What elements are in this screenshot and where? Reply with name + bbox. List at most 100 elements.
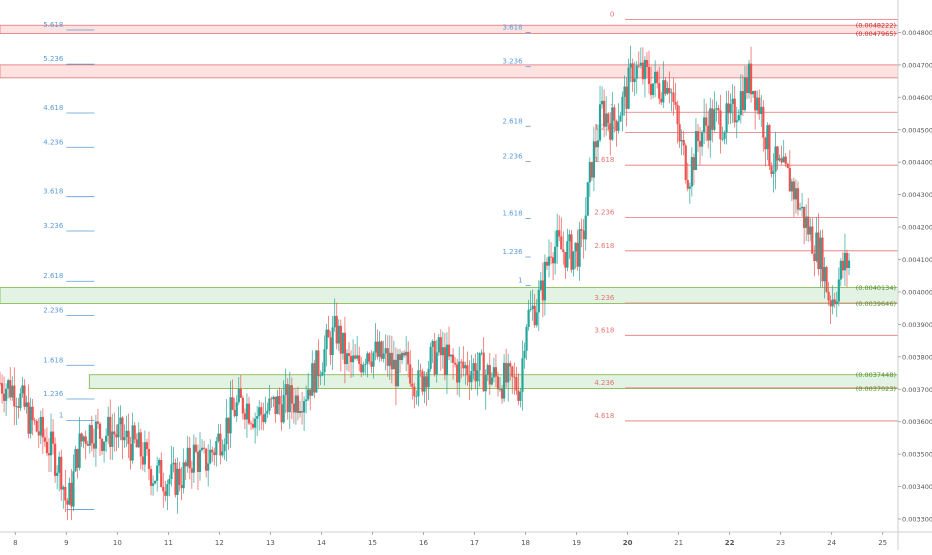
candle-body — [168, 479, 171, 485]
candle-body — [421, 371, 424, 392]
candle-body — [478, 352, 481, 371]
candle-body — [762, 106, 765, 138]
candle-body — [131, 425, 134, 461]
candle-body — [841, 260, 844, 271]
candle-body — [249, 423, 253, 425]
candle-body — [713, 109, 716, 130]
candle-body — [403, 352, 406, 356]
fib-left-level-label: 4.236 — [43, 138, 64, 146]
candle-body — [166, 484, 169, 496]
candle-body — [623, 86, 626, 97]
candle-body — [333, 315, 336, 328]
candle-body — [0, 382, 2, 384]
candle-body — [474, 363, 477, 382]
candle-body — [341, 332, 344, 354]
candle-body — [374, 341, 377, 353]
candle-body — [349, 356, 353, 363]
candle-body — [588, 162, 591, 183]
candle-body — [151, 483, 155, 486]
candle-body — [721, 139, 724, 140]
candle-body — [284, 384, 287, 396]
candle-body — [84, 436, 87, 444]
candle-body — [27, 402, 30, 434]
fib-left-level-label: 2.236 — [43, 306, 64, 314]
x-tick-label: 10 — [113, 539, 122, 547]
candle-body — [580, 229, 583, 231]
candle-body — [188, 447, 191, 469]
x-tick-label: 21 — [674, 539, 683, 547]
candle-body — [429, 346, 432, 369]
candle-body — [592, 141, 596, 178]
candle-body — [74, 449, 77, 472]
fib-left-level-label: 5.618 — [43, 21, 63, 29]
candle-body — [680, 140, 683, 142]
candle-body — [676, 104, 679, 125]
fib-left-level-label: 1.618 — [43, 356, 63, 364]
candle-body — [668, 87, 671, 93]
candle-body — [590, 162, 593, 178]
candle-body — [325, 329, 328, 350]
candle-body — [733, 98, 736, 123]
candle-body — [821, 237, 824, 282]
candle-body — [121, 417, 124, 441]
candle-body — [819, 237, 822, 270]
candle-body — [558, 230, 561, 237]
candle-body — [651, 83, 655, 96]
candle-body — [578, 229, 581, 267]
candle-body — [803, 206, 806, 228]
candle-body — [72, 471, 75, 507]
candle-body — [617, 121, 620, 131]
candle-body — [725, 103, 728, 133]
candle-body — [296, 395, 300, 413]
candle-body — [94, 421, 98, 449]
candle-body — [241, 397, 244, 414]
candle-body — [417, 370, 420, 397]
candle-body — [547, 256, 551, 266]
candle-body — [105, 435, 108, 442]
candle-body — [239, 388, 242, 398]
candle-body — [260, 407, 263, 415]
candle-body — [549, 256, 553, 258]
candle-body — [156, 465, 159, 481]
candle-body — [125, 430, 128, 438]
candle-body — [70, 482, 73, 507]
candle-body — [560, 236, 563, 250]
candle-body — [68, 482, 71, 505]
fib-right-level-label: 4.618 — [594, 412, 614, 420]
candle-body — [694, 131, 698, 171]
candle-body — [266, 410, 269, 414]
candle-body — [331, 327, 334, 356]
candle-body — [290, 385, 293, 404]
candle-body — [119, 417, 122, 425]
candle-body — [813, 253, 816, 261]
price-label: (0.0047965) — [856, 30, 896, 38]
candle-body — [58, 456, 61, 473]
candle-body — [398, 354, 402, 360]
candle-body — [784, 156, 787, 164]
candle-body — [727, 103, 730, 114]
candle-body — [503, 362, 506, 399]
candle-body — [302, 401, 306, 413]
candle-body — [76, 449, 79, 468]
candle-body — [39, 416, 42, 436]
candle-body — [117, 424, 120, 438]
candle-body — [225, 417, 228, 445]
candle-body — [766, 125, 769, 150]
candle-body — [509, 363, 512, 367]
candle-body — [102, 441, 106, 451]
candle-body — [741, 91, 744, 111]
candle-body — [390, 352, 393, 370]
candle-body — [615, 120, 618, 131]
candle-body — [627, 67, 630, 109]
candle-body — [380, 341, 383, 359]
candle-body — [756, 97, 759, 111]
candle-body — [825, 267, 828, 292]
candle-body — [190, 468, 193, 473]
candle-body — [427, 368, 430, 388]
candle-body — [511, 366, 514, 377]
